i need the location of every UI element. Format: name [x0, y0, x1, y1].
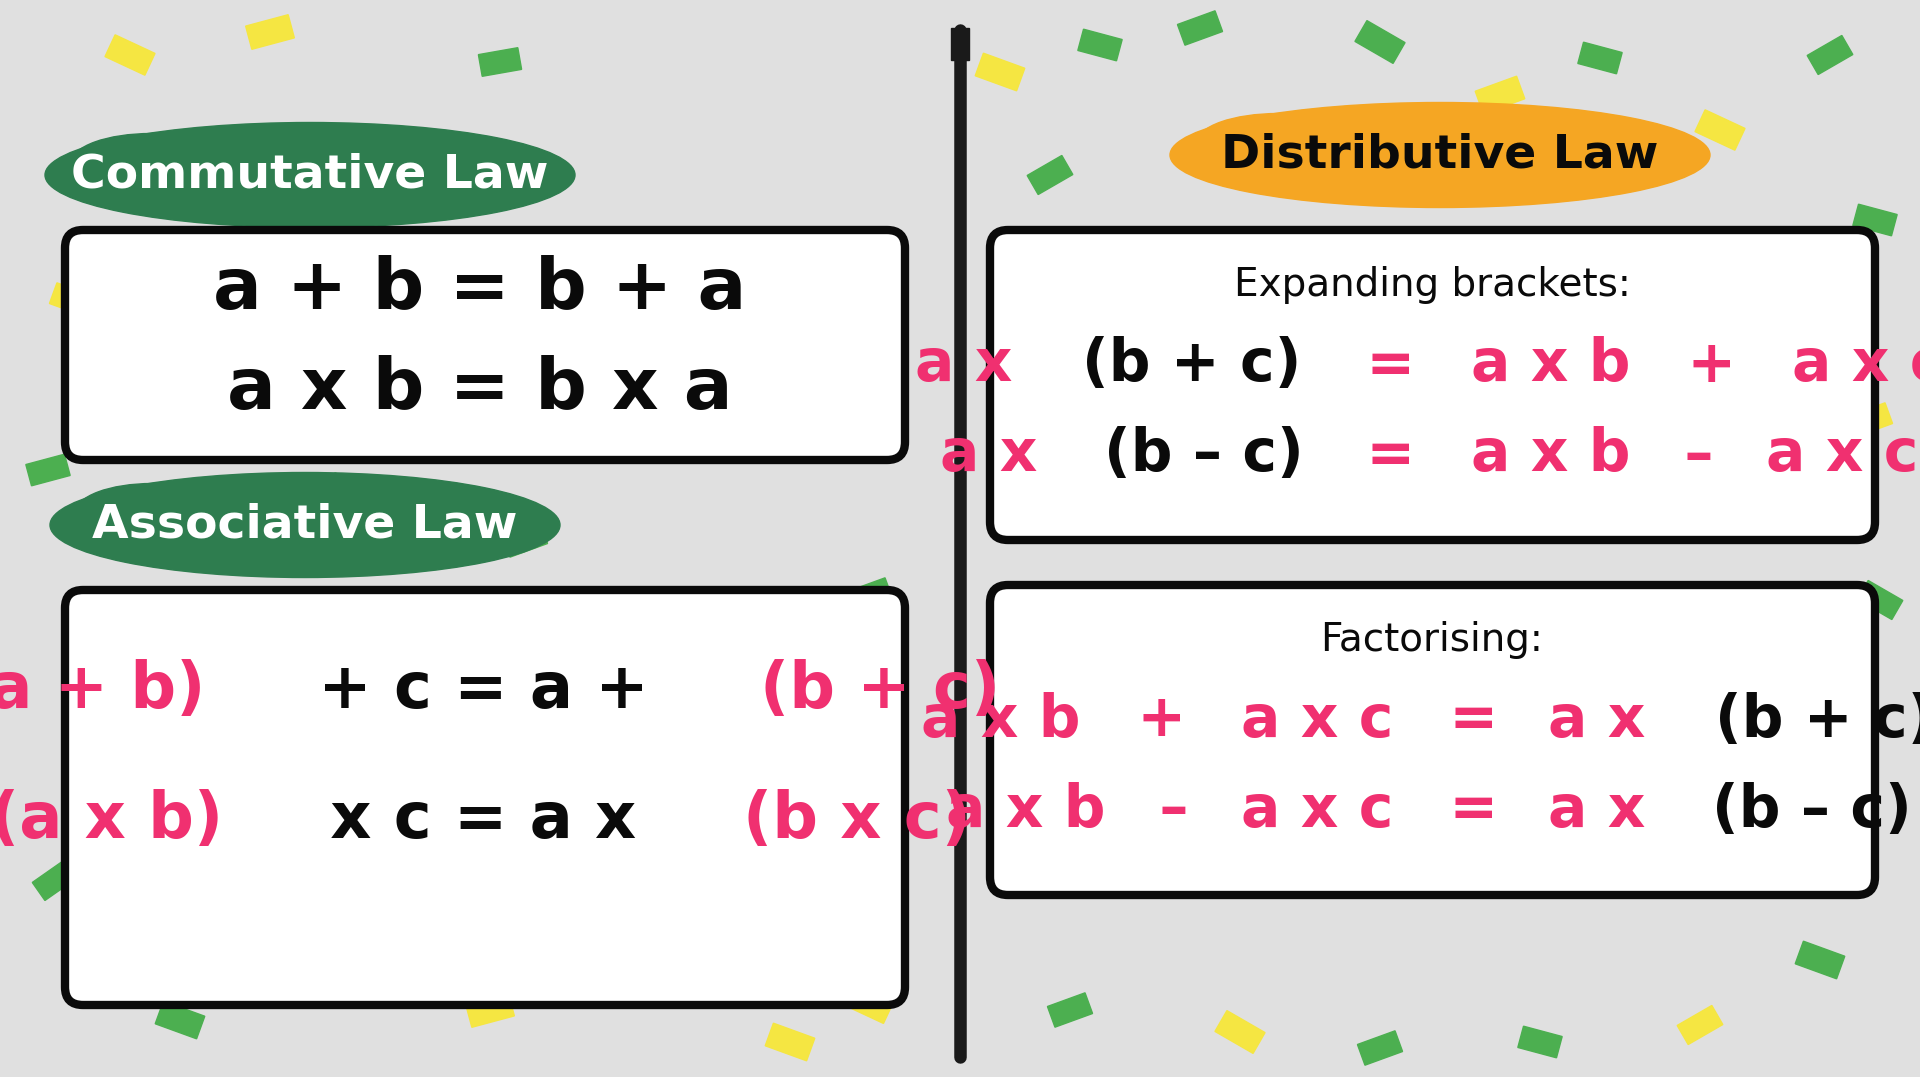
Text: Distributive Law: Distributive Law [1221, 132, 1659, 178]
Bar [1177, 11, 1223, 45]
Text: (a + b): (a + b) [0, 659, 205, 721]
Text: =: = [1428, 691, 1519, 749]
Text: a x: a x [1548, 782, 1667, 839]
FancyBboxPatch shape [991, 585, 1876, 895]
FancyBboxPatch shape [65, 230, 904, 460]
Bar [1857, 581, 1903, 619]
Bar [1356, 20, 1405, 64]
Bar [478, 47, 522, 76]
Bar [975, 53, 1025, 90]
Bar [516, 711, 563, 750]
Text: Associative Law: Associative Law [92, 503, 518, 547]
Bar [659, 975, 703, 1006]
Bar [407, 870, 453, 909]
Text: a x c: a x c [1766, 426, 1918, 484]
Text: =: = [1428, 782, 1519, 839]
Bar [1678, 1006, 1722, 1045]
Text: a x c: a x c [1240, 782, 1394, 839]
Bar [25, 454, 71, 486]
Bar [33, 859, 77, 900]
Ellipse shape [1413, 127, 1628, 195]
Text: =: = [1346, 336, 1436, 393]
Text: a x: a x [916, 336, 1033, 393]
Text: (b – c): (b – c) [1713, 782, 1912, 839]
Bar [950, 28, 970, 60]
Text: (b + c): (b + c) [1715, 691, 1920, 749]
Ellipse shape [71, 134, 230, 192]
Text: (a x b): (a x b) [0, 789, 223, 851]
Text: Commutative Law: Commutative Law [71, 153, 549, 197]
Bar [507, 288, 549, 332]
Text: (b x c): (b x c) [743, 789, 970, 851]
Bar [847, 578, 893, 612]
Text: –: – [1139, 782, 1210, 839]
Text: a x c: a x c [1240, 691, 1394, 749]
Bar [1847, 403, 1893, 437]
Bar [1027, 155, 1073, 195]
Bar [766, 1023, 814, 1061]
Text: a x b = b x a: a x b = b x a [227, 355, 733, 424]
Text: a x c: a x c [1791, 336, 1920, 393]
Text: a x b: a x b [922, 691, 1081, 749]
Ellipse shape [75, 484, 228, 542]
Ellipse shape [83, 142, 305, 218]
Text: (b + c): (b + c) [760, 659, 1000, 721]
Ellipse shape [280, 498, 484, 565]
Bar [1834, 784, 1878, 815]
Bar [246, 15, 294, 50]
Bar [1807, 36, 1853, 74]
Bar [65, 682, 111, 718]
Text: Factorising:: Factorising: [1321, 621, 1544, 659]
Text: =: = [1346, 426, 1436, 484]
Bar [1215, 1010, 1265, 1053]
Bar [1077, 29, 1121, 60]
Bar [1853, 205, 1897, 236]
Bar [1475, 76, 1524, 114]
Ellipse shape [1196, 113, 1359, 171]
Bar [1578, 42, 1622, 74]
Text: Expanding brackets:: Expanding brackets: [1233, 266, 1630, 304]
Ellipse shape [1208, 123, 1434, 198]
Bar [328, 473, 372, 507]
Bar [1795, 941, 1845, 979]
Text: (b – c): (b – c) [1104, 426, 1304, 484]
Bar [503, 522, 547, 557]
Text: a x: a x [941, 426, 1058, 484]
FancyBboxPatch shape [991, 230, 1876, 540]
Ellipse shape [284, 148, 495, 215]
FancyBboxPatch shape [65, 590, 904, 1005]
Bar [1519, 1026, 1563, 1058]
Text: (b + c): (b + c) [1081, 336, 1302, 393]
Bar [156, 1002, 205, 1039]
Ellipse shape [86, 492, 300, 568]
Text: –: – [1665, 426, 1734, 484]
Text: a x b: a x b [947, 782, 1106, 839]
Text: a + b = b + a: a + b = b + a [213, 255, 747, 324]
Text: a x: a x [1548, 691, 1667, 749]
Text: + c = a +: + c = a + [296, 659, 670, 721]
Text: a x b: a x b [1471, 426, 1630, 484]
Bar [50, 283, 94, 318]
Bar [1695, 110, 1745, 150]
Text: +: + [1117, 691, 1206, 749]
Bar [847, 987, 893, 1023]
Bar [1048, 993, 1092, 1027]
Bar [92, 154, 138, 196]
Ellipse shape [50, 473, 561, 577]
Bar [1357, 1031, 1402, 1065]
Text: x c = a x: x c = a x [307, 789, 659, 851]
Ellipse shape [44, 123, 574, 227]
Ellipse shape [1169, 102, 1711, 208]
Bar [106, 34, 156, 75]
Text: a x b: a x b [1471, 336, 1630, 393]
Bar [837, 397, 883, 432]
Bar [467, 993, 515, 1027]
Text: +: + [1667, 336, 1757, 393]
